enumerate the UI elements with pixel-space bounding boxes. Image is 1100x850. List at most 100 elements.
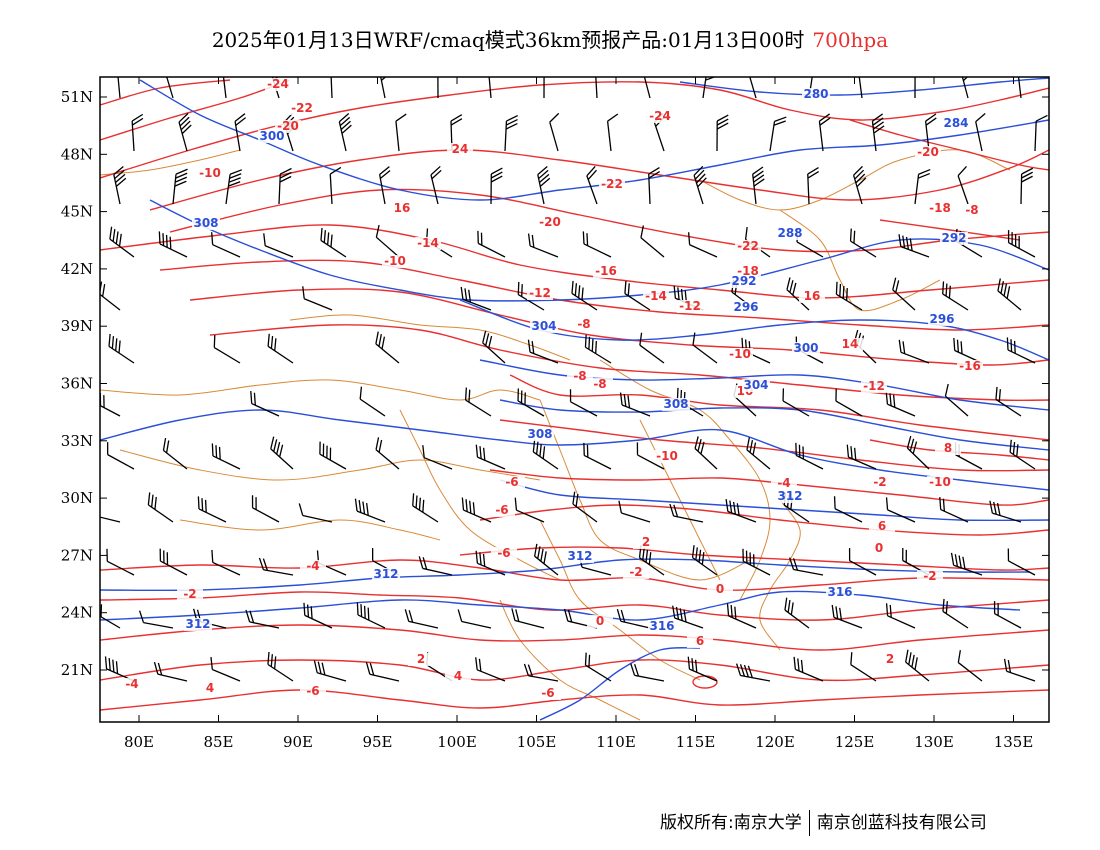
wind-barb (330, 77, 333, 99)
lon-tick-label: 115E (676, 733, 716, 751)
wind-barb (379, 166, 391, 205)
temperature-label: -4 (777, 476, 790, 490)
geopotential-label: 288 (777, 226, 802, 240)
wind-barb (1003, 658, 1036, 682)
boundary-line (179, 519, 441, 541)
boundary-line (539, 399, 751, 581)
wind-barb (354, 498, 386, 523)
wind-barb (702, 77, 718, 99)
wind-barb (616, 608, 651, 629)
wind-barb (1007, 548, 1036, 576)
temperature-contour (169, 188, 1049, 253)
temperature-label: -2 (183, 587, 196, 601)
temperature-contour (209, 324, 1049, 402)
wind-barb (225, 169, 243, 205)
geopotential-label: 292 (731, 274, 756, 288)
lat-tick-label: 21N (61, 661, 93, 679)
temperature-label: -12 (863, 379, 885, 393)
lat-tick-label: 27N (61, 546, 93, 564)
copyright-right: 南京创蓝科技有限公司 (816, 813, 987, 833)
wind-barb (586, 165, 598, 205)
temperature-label: -4 (306, 559, 319, 573)
wind-barb (298, 503, 333, 523)
geopotential-label: 312 (185, 617, 210, 631)
wind-barb (857, 77, 863, 99)
contour-labels: -24-22-20-24-22-20-1024-22-20-1816-14-10… (119, 77, 985, 700)
wind-barb (475, 550, 506, 576)
boundary-line (599, 359, 771, 601)
temperature-label: -24 (649, 109, 671, 123)
lat-tick-label: 48N (61, 145, 93, 163)
temperature-contour (479, 504, 1049, 536)
temperature-contour (869, 439, 1049, 461)
wind-barb (636, 442, 665, 470)
temperature-label: 16 (804, 289, 821, 303)
geopotential-label: 308 (663, 397, 688, 411)
temperature-label: -8 (577, 317, 590, 331)
temperature-label: -20 (917, 145, 939, 159)
wind-barb (687, 656, 718, 682)
wind-barb (109, 226, 135, 258)
geopotential-contour (679, 77, 1049, 96)
copyright-separator (808, 810, 810, 836)
wind-barb (630, 663, 665, 682)
geopotential-contour (149, 199, 1049, 302)
wind-barb (641, 77, 651, 99)
wind-barb (618, 500, 651, 523)
wind-barb (939, 497, 969, 523)
temperature-label: 8 (944, 441, 952, 455)
wind-barb (475, 657, 506, 682)
temperature-contour (100, 224, 1049, 299)
wind-barb (848, 548, 877, 576)
wind-barb (898, 234, 930, 258)
temperature-label: -18 (737, 264, 759, 278)
wind-barb (846, 444, 877, 470)
wind-barb (430, 165, 442, 205)
wind-barb (523, 663, 559, 682)
wind-barb (957, 165, 969, 205)
wind-barb (1034, 114, 1048, 152)
geopotential-label: 316 (649, 619, 674, 633)
wind-barb (100, 393, 121, 417)
title-level: 700hpa (812, 28, 889, 52)
latitude-axis: 51N 48N 45N 42N 39N 36N 33N 30N 27N 24N 21N (61, 88, 1049, 679)
geopotential-label: 296 (733, 300, 758, 314)
wind-barb (251, 495, 280, 523)
temperature-label: -2 (873, 475, 886, 489)
boundary-line (539, 519, 701, 681)
geopotential-label: 304 (743, 378, 768, 392)
temperature-label: -20 (277, 119, 299, 133)
wind-barb (716, 114, 729, 152)
wind-barb (959, 77, 973, 99)
wind-barb (475, 444, 506, 470)
temperature-contours (100, 79, 1049, 711)
wind-barb (648, 167, 660, 205)
wind-barb (258, 557, 294, 576)
wind-barb (511, 608, 545, 629)
wind-barb (639, 332, 665, 364)
wind-barb (583, 442, 612, 470)
temperature-contour (189, 288, 1049, 366)
wind-barb (490, 167, 503, 205)
copyright-notice: 版权所有:南京大学 南京创蓝科技有限公司 (660, 808, 987, 836)
lat-tick-label: 39N (61, 317, 93, 335)
wind-barb (833, 496, 863, 523)
wind-barb (338, 112, 352, 152)
temperature-label: -10 (384, 254, 406, 268)
wind-barb (482, 330, 506, 364)
wind-barb (234, 113, 246, 152)
wind-barb (549, 112, 560, 152)
plot-frame (99, 76, 1050, 723)
geopotential-contour (100, 409, 1049, 491)
wind-barb (989, 500, 1022, 523)
temperature-label: 2 (642, 535, 650, 549)
wind-barb (211, 232, 241, 258)
wind-barb (375, 331, 400, 364)
wind-barb (672, 605, 704, 629)
geopotential-label: 284 (943, 116, 968, 130)
boundary-line (100, 379, 541, 401)
temperature-label: -2 (923, 569, 936, 583)
lon-tick-label: 95E (362, 733, 392, 751)
wind-barb (313, 660, 347, 682)
wind-barb (1016, 77, 1022, 99)
